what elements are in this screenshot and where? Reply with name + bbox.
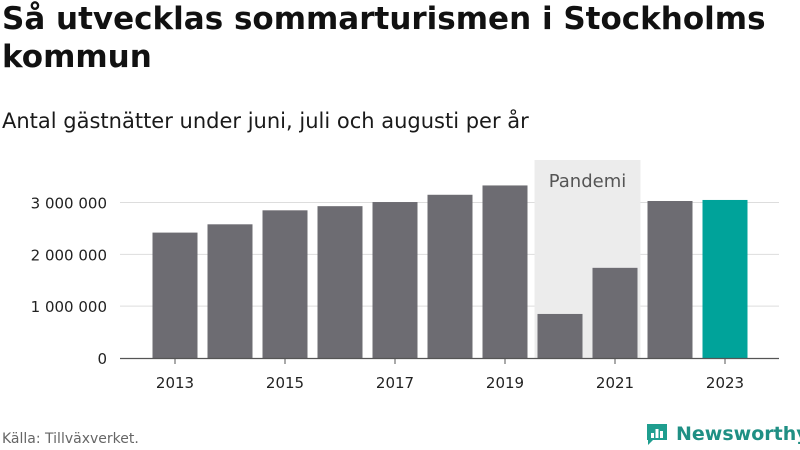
bar-chart-logo-icon: [647, 424, 667, 445]
bar-2016: [317, 206, 363, 358]
x-tick-label: 2019: [486, 374, 524, 392]
bar-2021: [592, 267, 638, 358]
pandemic-label: Pandemi: [549, 171, 627, 192]
bar-2017: [372, 202, 418, 358]
bar-2020: [537, 313, 583, 358]
brand-logo: Newsworthy: [644, 421, 800, 447]
bar-2023: [702, 199, 748, 358]
brand-name: Newsworthy: [676, 423, 800, 445]
chart-subtitle: Antal gästnätter under juni, juli och au…: [2, 109, 529, 133]
source-note: Källa: Tillväxverket.: [2, 431, 139, 447]
y-tick-label: 1 000 000: [31, 298, 107, 316]
bar-2018: [427, 194, 473, 358]
y-tick-label: 0: [97, 350, 107, 368]
y-tick-label: 2 000 000: [31, 246, 107, 264]
bar-2019: [482, 185, 528, 358]
bar-2013: [152, 232, 198, 358]
x-tick-label: 2021: [596, 374, 634, 392]
bar-2014: [207, 224, 253, 358]
bar-2015: [262, 210, 308, 358]
axes: 0 1 000 000 2 000 000 3 000 000 2013 2015 2017…: [31, 195, 779, 392]
x-tick-label: 2023: [706, 374, 744, 392]
y-tick-label: 3 000 000: [31, 195, 107, 213]
x-tick-label: 2015: [266, 374, 304, 392]
chart-title: Så utvecklas sommarturismen i Stockholms…: [2, 1, 766, 75]
bars: [152, 185, 748, 358]
bar-2022: [647, 200, 693, 358]
x-tick-label: 2013: [156, 374, 194, 392]
x-tick-label: 2017: [376, 374, 414, 392]
